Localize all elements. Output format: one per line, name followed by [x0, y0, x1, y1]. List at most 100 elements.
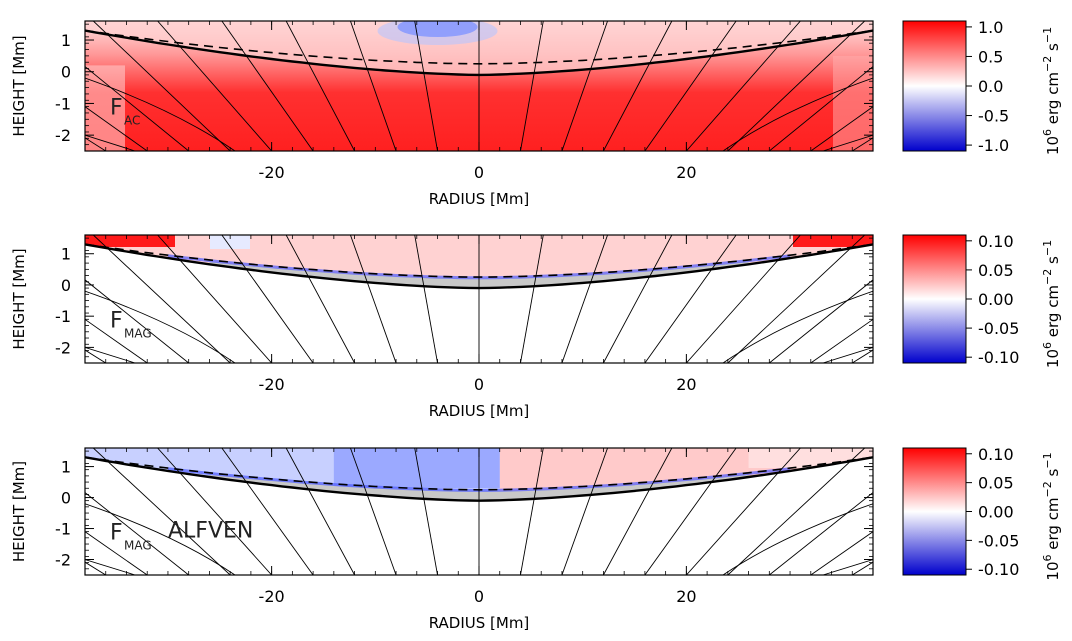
- equipartition-curve: [85, 456, 873, 491]
- colorbar-unit-label: 106 erg cm−2 s−1: [1041, 27, 1062, 155]
- unit-part: −1: [1041, 240, 1054, 256]
- unit-part: −2: [1041, 269, 1054, 285]
- colorbar-tick-label: -0.10: [978, 348, 1019, 367]
- y-tick-label: -2: [55, 126, 71, 145]
- field-line-curved: [722, 77, 873, 151]
- y-axis-title: HEIGHT [Mm]: [10, 248, 28, 349]
- field-line-curved: [85, 559, 136, 575]
- field-line: [221, 448, 314, 575]
- y-tick-label: 0: [61, 276, 71, 295]
- field-line: [644, 235, 737, 363]
- unit-part: −1: [1041, 452, 1054, 468]
- x-tick-label: -20: [259, 587, 285, 606]
- x-axis-title: RADIUS [Mm]: [429, 190, 530, 208]
- x-tick-label: 20: [676, 375, 696, 394]
- strong-positive-right: [793, 235, 873, 247]
- flux-label: F: [110, 308, 123, 333]
- field-line-curved: [85, 290, 236, 363]
- x-tick-label: 20: [676, 163, 696, 182]
- x-axis-title: RADIUS [Mm]: [429, 614, 530, 632]
- unit-part: 10: [1044, 349, 1062, 368]
- y-tick-label: -1: [55, 307, 71, 326]
- field-line: [603, 21, 673, 151]
- surface-curve: [85, 29, 873, 77]
- x-tick-label: 0: [474, 587, 484, 606]
- colorbar-tick-label: 0.00: [978, 503, 1014, 522]
- field-line: [285, 235, 355, 363]
- field-line: [603, 448, 673, 575]
- colorbar-tick-label: 0.10: [978, 445, 1014, 464]
- colorbar-tick-label: 0.0: [978, 77, 1003, 96]
- colorbar-tick-label: -0.10: [978, 560, 1019, 579]
- colorbar-tick-label: 0.05: [978, 261, 1014, 280]
- field-line: [285, 448, 355, 575]
- field-line-curved: [822, 559, 873, 575]
- unit-part: 6: [1041, 555, 1054, 562]
- flux-label: F: [110, 521, 123, 546]
- y-tick-label: -1: [55, 94, 71, 113]
- field-line: [92, 448, 231, 575]
- field-line: [520, 21, 544, 151]
- x-tick-label: -20: [259, 163, 285, 182]
- field-line: [520, 235, 544, 363]
- unit-part: 10: [1044, 136, 1062, 155]
- field-line: [769, 66, 873, 151]
- field-line: [350, 448, 397, 575]
- colorbar-tick-label: -1.0: [978, 136, 1009, 155]
- flux-subscript: AC: [124, 114, 140, 128]
- colorbar-tick-label: 0.00: [978, 290, 1014, 309]
- field-line: [92, 21, 231, 151]
- y-axis-title: HEIGHT [Mm]: [10, 461, 28, 562]
- flux-subscript: MAG: [124, 326, 152, 340]
- field-line: [350, 21, 397, 151]
- field-line: [85, 491, 189, 575]
- y-tick-label: 1: [61, 31, 71, 50]
- equipartition-curve: [85, 243, 873, 278]
- field-line: [561, 448, 608, 575]
- unit-part: 6: [1041, 129, 1054, 136]
- unit-part: s: [1044, 43, 1062, 56]
- surface-curve: [85, 456, 873, 502]
- x-tick-label: -20: [259, 375, 285, 394]
- field-line-curved: [722, 290, 873, 363]
- field-line: [85, 279, 189, 363]
- plot-area-1: [85, 21, 873, 151]
- field-line: [769, 491, 873, 575]
- colorbar: [902, 447, 967, 576]
- field-line: [414, 235, 438, 363]
- colorbar-unit-label: 106 erg cm−2 s−1: [1041, 240, 1062, 368]
- plot-area-3: [85, 448, 873, 575]
- field-line: [810, 106, 873, 151]
- field-line: [769, 279, 873, 363]
- field-line-curved: [85, 77, 236, 151]
- strong-negative-patch: [333, 448, 500, 488]
- unit-part: erg cm: [1044, 285, 1062, 342]
- unit-part: s: [1044, 468, 1062, 481]
- field-line: [92, 235, 231, 363]
- negative-halo: [377, 21, 498, 45]
- field-line: [603, 235, 673, 363]
- strong-positive-left: [85, 235, 175, 247]
- y-tick-label: -2: [55, 338, 71, 357]
- field-line: [414, 21, 438, 151]
- surface-curve: [85, 243, 873, 290]
- field-line: [414, 448, 438, 575]
- field-line-curved: [85, 346, 136, 363]
- y-tick-label: -2: [55, 551, 71, 570]
- plot-area-2: [85, 235, 873, 363]
- unit-part: −2: [1041, 481, 1054, 497]
- field-line-curved: [85, 503, 236, 575]
- x-tick-label: 0: [474, 163, 484, 182]
- y-tick-label: -1: [55, 520, 71, 539]
- unit-part: 10: [1044, 562, 1062, 581]
- field-line: [520, 448, 544, 575]
- unit-part: 6: [1041, 342, 1054, 349]
- field-line-curved: [822, 134, 873, 151]
- field-line: [85, 531, 148, 575]
- field-line: [561, 21, 608, 151]
- y-tick-label: 1: [61, 245, 71, 264]
- colorbar-tick-label: 0.05: [978, 474, 1014, 493]
